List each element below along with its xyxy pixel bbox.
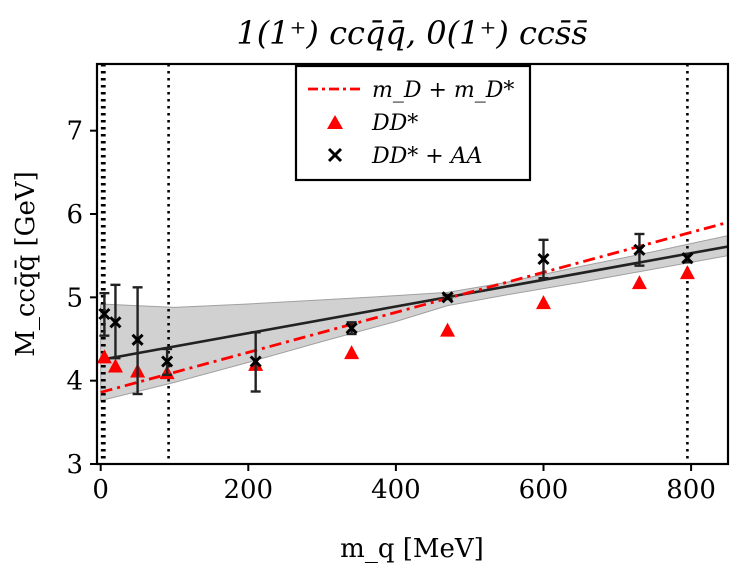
y-axis-label: M_ccq̄q̄ [GeV] bbox=[11, 171, 41, 357]
x-tick-label: 200 bbox=[223, 475, 273, 505]
dd-triangle-point bbox=[535, 295, 551, 310]
dd-aa-x-point bbox=[345, 322, 358, 335]
legend-label-dd-aa: DD* + AA bbox=[371, 144, 482, 169]
dd-aa-x-point bbox=[537, 252, 550, 266]
y-tick-label: 6 bbox=[66, 200, 83, 230]
dd-aa-x-point bbox=[98, 307, 111, 321]
dd-triangle-point bbox=[631, 275, 647, 290]
y-tick-label: 7 bbox=[66, 117, 83, 147]
x-tick-label: 0 bbox=[92, 475, 109, 505]
dd-triangle-point bbox=[344, 345, 360, 360]
dd-triangle-point bbox=[97, 349, 112, 364]
dd-aa-x-point bbox=[131, 333, 144, 346]
x-tick-label: 400 bbox=[371, 475, 421, 505]
legend-x-marker bbox=[327, 147, 343, 163]
legend: m_D + m_D* DD* DD* + AA bbox=[294, 64, 532, 182]
dd-triangle-point bbox=[107, 358, 123, 373]
dd-aa-x-point bbox=[249, 355, 262, 368]
plot-frame bbox=[95, 62, 730, 466]
legend-triangle-marker bbox=[327, 115, 343, 129]
dd-aa-x-point bbox=[681, 252, 694, 265]
y-tick-label: 3 bbox=[66, 450, 83, 480]
dd-aa-x-point bbox=[109, 316, 122, 329]
x-tick-label: 800 bbox=[666, 475, 716, 505]
x-axis-label: m_q [MeV] bbox=[340, 534, 484, 564]
y-tick-label: 5 bbox=[66, 283, 83, 313]
dd-triangle-point bbox=[440, 322, 456, 337]
chart-title: 1(1⁺) ccq̄q̄, 0(1⁺) ccs̄s̄ bbox=[236, 14, 587, 52]
threshold-line bbox=[100, 220, 728, 394]
dd-triangle-point bbox=[679, 265, 695, 280]
x-tick-label: 600 bbox=[519, 475, 569, 505]
legend-label-mass-sum: m_D + m_D* bbox=[372, 78, 514, 103]
dd-aa-x-point bbox=[633, 243, 646, 256]
legend-label-dd: DD* bbox=[371, 111, 418, 136]
dd-aa-x-point bbox=[441, 291, 454, 304]
y-tick-label: 4 bbox=[66, 367, 83, 397]
dd-aa-x-point bbox=[161, 355, 174, 368]
fit-line bbox=[100, 245, 728, 362]
